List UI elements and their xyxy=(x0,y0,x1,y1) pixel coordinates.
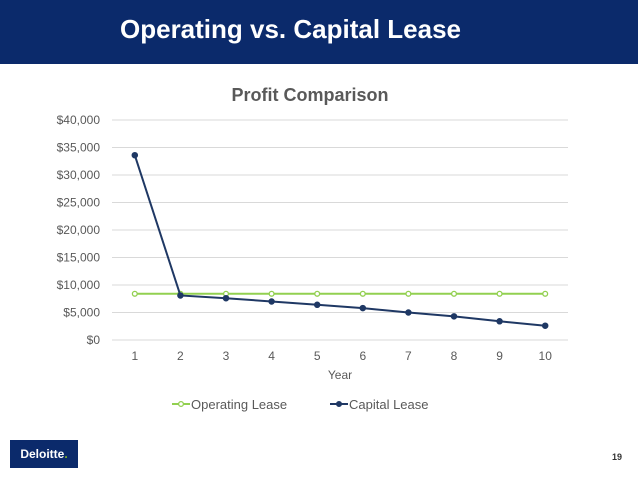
y-tick-label: $25,000 xyxy=(57,196,101,210)
data-point xyxy=(450,313,458,320)
data-point xyxy=(496,290,503,297)
y-tick-label: $30,000 xyxy=(57,168,101,182)
x-tick-label: 1 xyxy=(131,349,138,363)
legend-label: Capital Lease xyxy=(349,397,429,412)
data-point xyxy=(496,318,503,325)
data-point xyxy=(450,290,458,297)
series-line xyxy=(133,154,546,327)
y-tick-label: $15,000 xyxy=(57,251,101,265)
data-point xyxy=(177,292,184,299)
profit-comparison-chart: Profit Comparison $0 $5,000 $10,000 $15,000… xyxy=(57,85,568,412)
chart-title: Profit Comparison xyxy=(231,85,388,105)
data-point xyxy=(359,304,367,312)
data-point xyxy=(313,301,321,309)
x-tick-label: 6 xyxy=(359,349,366,363)
x-tick-label: 4 xyxy=(268,349,275,363)
data-point xyxy=(405,309,412,316)
data-point xyxy=(131,290,138,297)
legend-marker xyxy=(335,400,343,408)
y-tick-label: $0 xyxy=(87,333,101,347)
data-point xyxy=(542,290,549,297)
data-point xyxy=(314,290,321,297)
data-point xyxy=(131,151,139,159)
y-tick-label: $20,000 xyxy=(57,223,101,237)
logo-text: Deloitte xyxy=(20,447,65,461)
series-capital-lease xyxy=(131,151,549,329)
x-tick-label: 3 xyxy=(223,349,230,363)
x-tick-label: 9 xyxy=(496,349,503,363)
slide-title: Operating vs. Capital Lease xyxy=(120,14,462,44)
slide-header: Operating vs. Capital Lease xyxy=(0,0,638,64)
x-tick-label: 8 xyxy=(451,349,458,363)
y-tick-label: $10,000 xyxy=(57,278,101,292)
chart-series xyxy=(131,151,549,329)
data-point xyxy=(222,294,230,302)
data-point xyxy=(268,298,275,305)
x-tick-label: 10 xyxy=(539,349,553,363)
y-tick-label: $5,000 xyxy=(63,306,100,320)
page-number: 19 xyxy=(611,452,622,462)
x-axis-label: Year xyxy=(328,368,352,382)
chart-legend: Operating Lease Capital Lease xyxy=(172,397,429,412)
x-tick-label: 7 xyxy=(405,349,412,363)
deloitte-logo: Deloitte. xyxy=(10,440,78,468)
y-tick-label: $35,000 xyxy=(57,141,101,155)
x-axis-ticks: 1 2 3 4 5 6 7 8 9 10 xyxy=(131,349,552,363)
legend-label: Operating Lease xyxy=(191,397,287,412)
data-point xyxy=(268,290,275,297)
data-point xyxy=(541,322,549,329)
chart-gridlines xyxy=(112,119,568,341)
y-axis-ticks: $0 $5,000 $10,000 $15,000 $20,000 $25,000 $30,… xyxy=(57,113,101,347)
y-tick-label: $40,000 xyxy=(57,113,101,127)
logo-dot: . xyxy=(64,447,68,461)
data-point xyxy=(359,290,366,297)
x-tick-label: 5 xyxy=(314,349,321,363)
x-tick-label: 2 xyxy=(177,349,184,363)
legend-marker xyxy=(177,400,185,408)
data-point xyxy=(405,290,412,297)
